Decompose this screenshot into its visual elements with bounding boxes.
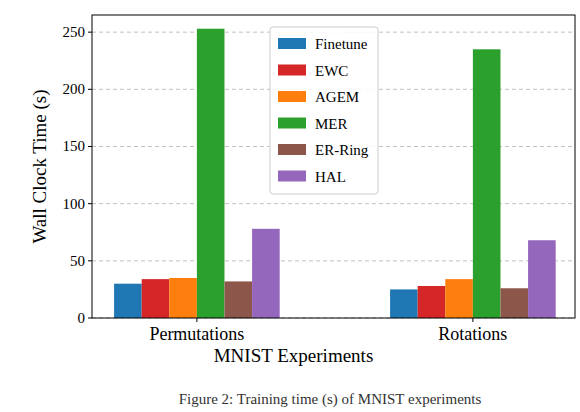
legend-label: HAL [315, 169, 346, 185]
y-tick [88, 146, 92, 147]
bar [500, 288, 528, 318]
y-tick-label: 100 [63, 196, 86, 212]
legend-label: MER [315, 116, 348, 132]
y-tick [88, 318, 92, 319]
bar [114, 284, 142, 318]
y-tick [88, 260, 92, 261]
grid-line [92, 203, 575, 204]
bar [445, 279, 473, 318]
bar [473, 49, 501, 318]
plot-frame [92, 15, 575, 318]
x-tick-label: Permutations [149, 324, 244, 344]
bar [418, 286, 446, 318]
caption: Figure 2: Training time (s) of MNIST exp… [179, 391, 482, 408]
y-tick-label: 150 [63, 138, 86, 154]
bar [390, 289, 418, 318]
y-tick-label: 250 [63, 24, 86, 40]
chart-svg: 0 50 100 150 200 250 Permutations Rotations MNIS… [0, 0, 580, 412]
legend-label: EWC [315, 63, 348, 79]
y-tick [88, 203, 92, 204]
bar [528, 240, 556, 318]
bar [169, 278, 197, 318]
x-tick-label: Rotations [438, 324, 507, 344]
bar [252, 229, 280, 318]
legend-label: ER-Ring [315, 142, 369, 158]
legend: Finetune EWC AGEM MER ER-Ring HAL [270, 27, 378, 194]
y-axis-label: Wall Clock Time (s) [29, 89, 51, 243]
legend-swatch [278, 65, 306, 76]
legend-swatch [278, 144, 306, 155]
bar [224, 281, 252, 318]
chart-container: 0 50 100 150 200 250 Permutations Rotations MNIS… [0, 0, 580, 412]
y-tick-label: 0 [78, 310, 86, 326]
y-tick [88, 32, 92, 33]
x-axis-label: MNIST Experiments [214, 345, 374, 366]
legend-box [270, 27, 378, 194]
legend-swatch [278, 91, 306, 102]
y-tick [88, 89, 92, 90]
legend-swatch [278, 118, 306, 129]
x-tick [472, 318, 473, 322]
legend-label: AGEM [315, 89, 359, 105]
legend-swatch [278, 38, 306, 49]
bars [114, 29, 556, 318]
x-tick [196, 318, 197, 322]
legend-swatch [278, 171, 306, 182]
bar [142, 279, 170, 318]
y-tick-label: 50 [70, 253, 85, 269]
legend-label: Finetune [315, 36, 368, 52]
y-tick-label: 200 [63, 81, 86, 97]
grid-line [92, 260, 575, 261]
bar [197, 29, 225, 318]
